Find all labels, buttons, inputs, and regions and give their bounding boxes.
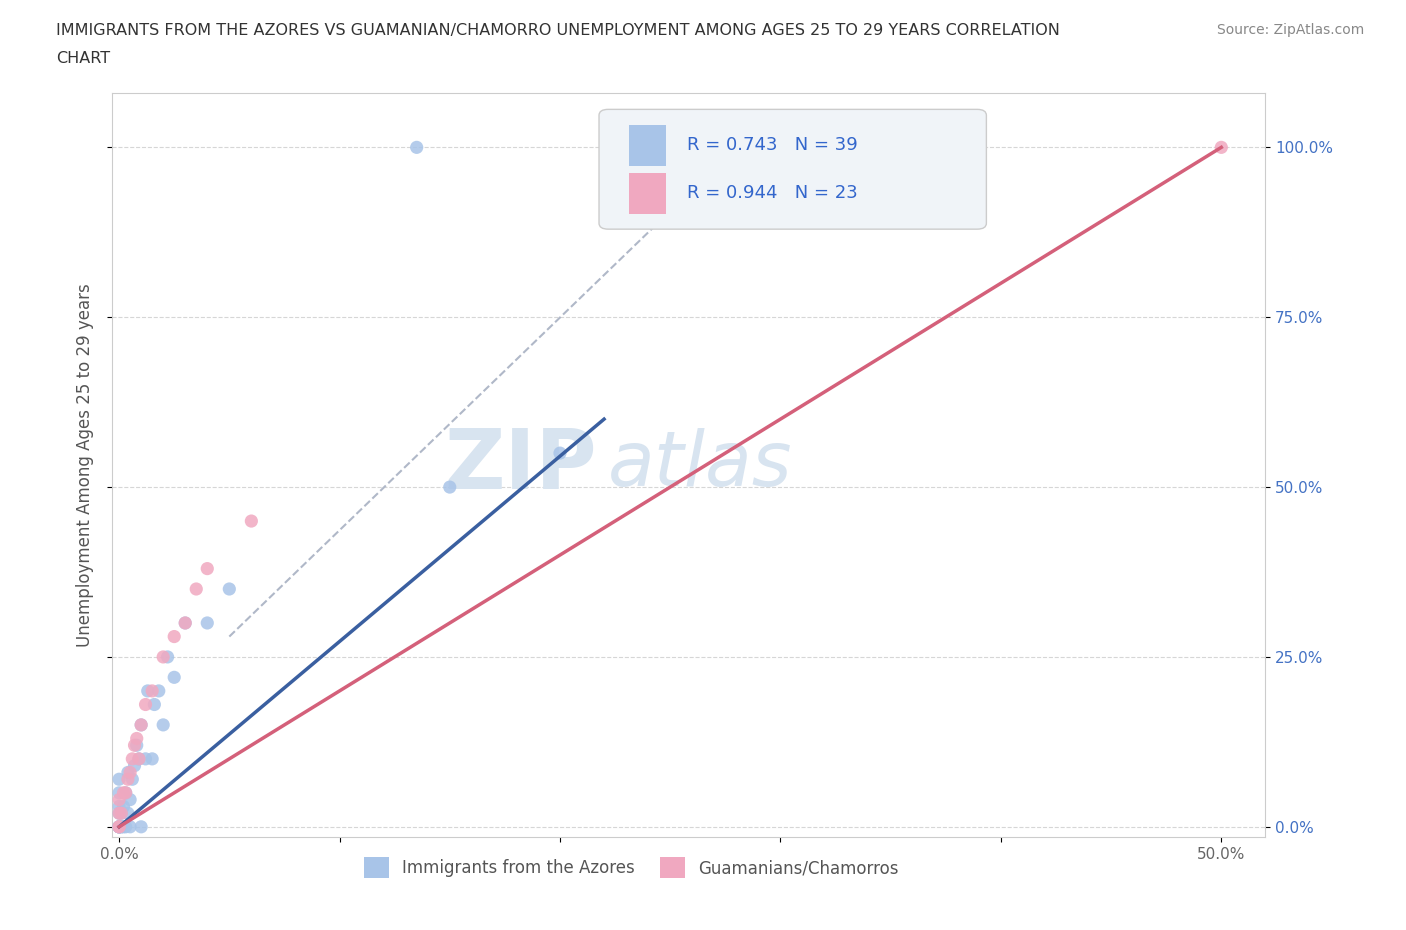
Text: Source: ZipAtlas.com: Source: ZipAtlas.com xyxy=(1216,23,1364,37)
Point xyxy=(548,445,571,460)
Point xyxy=(120,819,142,834)
Point xyxy=(108,819,131,834)
Point xyxy=(152,649,174,664)
Point xyxy=(108,786,131,801)
Point xyxy=(129,819,152,834)
Point xyxy=(174,616,197,631)
Point xyxy=(108,819,131,834)
Point xyxy=(148,684,170,698)
Legend: Immigrants from the Azores, Guamanians/Chamorros: Immigrants from the Azores, Guamanians/C… xyxy=(357,851,905,884)
Point xyxy=(156,649,179,664)
Point xyxy=(125,737,148,752)
FancyBboxPatch shape xyxy=(628,125,666,166)
Text: R = 0.743   N = 39: R = 0.743 N = 39 xyxy=(686,136,858,154)
Point xyxy=(163,629,186,644)
Point xyxy=(117,765,139,780)
Point xyxy=(152,717,174,732)
Point xyxy=(117,772,139,787)
Point xyxy=(135,751,157,766)
Point xyxy=(129,717,152,732)
Point xyxy=(110,805,132,820)
Point xyxy=(240,513,263,528)
FancyBboxPatch shape xyxy=(599,110,987,229)
Point xyxy=(218,581,240,596)
Point xyxy=(108,805,131,820)
Point xyxy=(110,819,132,834)
Point xyxy=(439,480,461,495)
Point xyxy=(108,819,131,834)
Point xyxy=(114,819,136,834)
Point xyxy=(405,140,427,154)
Y-axis label: Unemployment Among Ages 25 to 29 years: Unemployment Among Ages 25 to 29 years xyxy=(76,283,94,647)
Point xyxy=(128,751,150,766)
Text: atlas: atlas xyxy=(609,428,793,502)
Point xyxy=(141,684,163,698)
Point xyxy=(108,819,131,834)
Point xyxy=(125,731,148,746)
Point xyxy=(112,799,135,814)
Point xyxy=(114,786,136,801)
Point xyxy=(186,581,208,596)
Point xyxy=(108,819,131,834)
Point xyxy=(108,792,131,807)
Text: R = 0.944   N = 23: R = 0.944 N = 23 xyxy=(686,184,858,202)
Point xyxy=(135,698,157,712)
Point xyxy=(112,786,135,801)
Point xyxy=(112,819,135,834)
Point xyxy=(108,819,131,834)
Point xyxy=(163,670,186,684)
Text: ZIP: ZIP xyxy=(444,424,596,506)
Point xyxy=(143,698,166,712)
FancyBboxPatch shape xyxy=(628,173,666,214)
Point xyxy=(121,772,143,787)
Point xyxy=(108,819,131,834)
Point xyxy=(108,799,131,814)
Point xyxy=(108,772,131,787)
Point xyxy=(124,758,146,773)
Point xyxy=(129,717,152,732)
Point xyxy=(108,805,131,820)
Point xyxy=(1211,140,1233,154)
Text: IMMIGRANTS FROM THE AZORES VS GUAMANIAN/CHAMORRO UNEMPLOYMENT AMONG AGES 25 TO 2: IMMIGRANTS FROM THE AZORES VS GUAMANIAN/… xyxy=(56,23,1060,38)
Point xyxy=(174,616,197,631)
Point xyxy=(141,751,163,766)
Point xyxy=(114,786,136,801)
Point xyxy=(120,792,142,807)
Text: CHART: CHART xyxy=(56,51,110,66)
Point xyxy=(121,751,143,766)
Point xyxy=(117,805,139,820)
Point xyxy=(128,751,150,766)
Point xyxy=(124,737,146,752)
Point xyxy=(195,561,218,576)
Point xyxy=(136,684,159,698)
Point xyxy=(110,819,132,834)
Point xyxy=(110,805,132,820)
Point xyxy=(195,616,218,631)
Point xyxy=(120,765,142,780)
